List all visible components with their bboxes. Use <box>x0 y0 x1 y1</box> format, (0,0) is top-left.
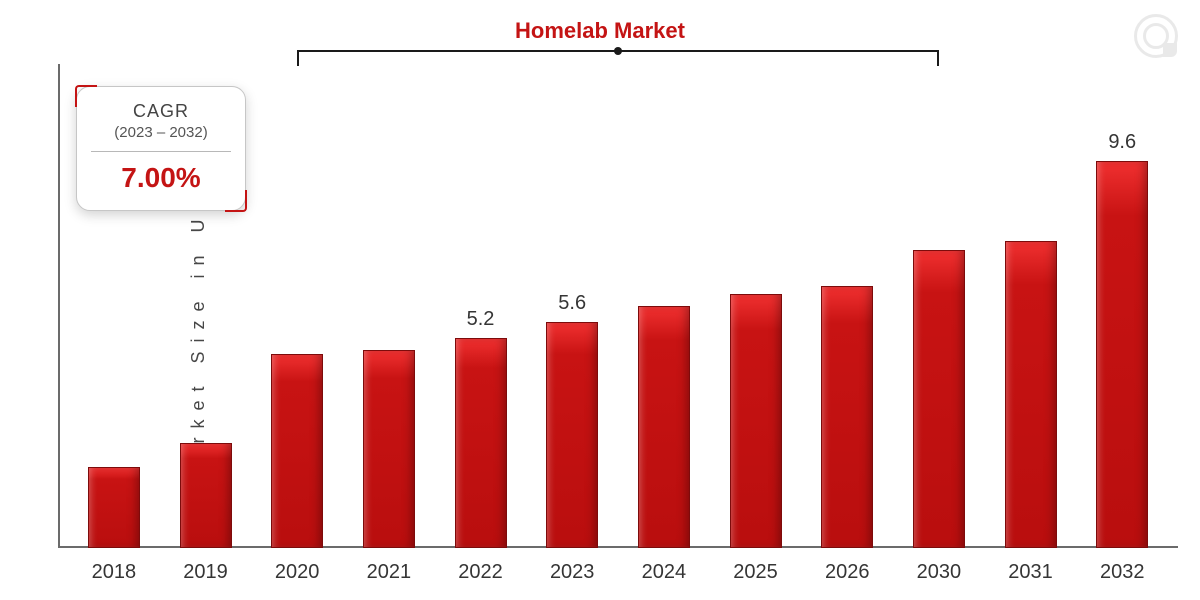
x-tick-label: 2023 <box>550 561 595 584</box>
cagr-callout: CAGR (2023 – 2032) 7.00% <box>76 86 246 211</box>
bar-rect <box>913 250 965 548</box>
bar-rect <box>1096 161 1148 548</box>
cagr-corner-br-icon <box>225 190 247 212</box>
bar-rect <box>271 354 323 548</box>
bar-slot: 2025 <box>710 64 802 548</box>
cagr-period: (2023 – 2032) <box>87 124 235 141</box>
x-tick-label: 2022 <box>458 561 503 584</box>
bar-slot: 5.62023 <box>526 64 618 548</box>
bar-slot: 2020 <box>251 64 343 548</box>
x-tick-label: 2031 <box>1008 561 1053 584</box>
bar-rect <box>1005 241 1057 548</box>
x-tick-label: 2030 <box>917 561 962 584</box>
x-tick-label: 2026 <box>825 561 870 584</box>
bar-rect <box>180 443 232 548</box>
cagr-title: CAGR <box>87 101 235 122</box>
bar-value-label: 5.6 <box>558 292 586 316</box>
x-tick-label: 2019 <box>183 561 228 584</box>
bar-value-label: 9.6 <box>1108 131 1136 155</box>
x-tick-label: 2024 <box>642 561 687 584</box>
bar-slot: 2024 <box>618 64 710 548</box>
bar-rect <box>730 294 782 548</box>
bar-rect <box>638 306 690 548</box>
chart-title: Homelab Market <box>515 18 685 44</box>
bar-slot: 2026 <box>801 64 893 548</box>
bar-slot: 2031 <box>985 64 1077 548</box>
x-tick-label: 2020 <box>275 561 320 584</box>
period-bracket <box>297 50 939 72</box>
cagr-corner-tl-icon <box>75 85 97 107</box>
cagr-value: 7.00% <box>87 162 235 194</box>
bar-rect <box>821 286 873 548</box>
cagr-divider <box>91 151 231 152</box>
x-tick-label: 2032 <box>1100 561 1145 584</box>
bar-rect <box>88 467 140 548</box>
x-tick-label: 2025 <box>733 561 778 584</box>
x-tick-label: 2018 <box>92 561 137 584</box>
bar-slot: 2021 <box>343 64 435 548</box>
bar-rect <box>546 322 598 548</box>
bar-value-label: 5.2 <box>467 308 495 332</box>
bar-rect <box>363 350 415 548</box>
bar-slot: 9.62032 <box>1076 64 1168 548</box>
bracket-knob-icon <box>614 47 622 55</box>
bar-slot: 5.22022 <box>435 64 527 548</box>
bar-slot: 2030 <box>893 64 985 548</box>
bar-rect <box>455 338 507 548</box>
x-tick-label: 2021 <box>367 561 412 584</box>
watermark-icon <box>1134 14 1178 58</box>
